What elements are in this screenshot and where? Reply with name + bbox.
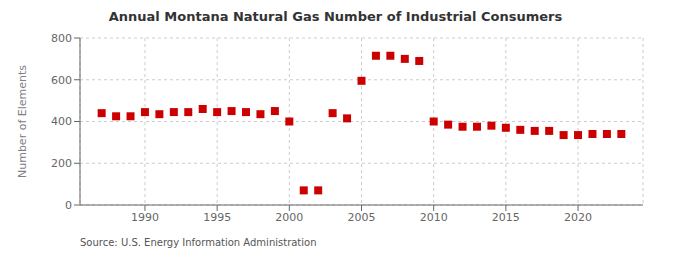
svg-text:2020: 2020 (564, 211, 592, 224)
svg-text:200: 200 (51, 157, 72, 170)
html-text:Source: U.S. Energy Informatio: Source: U.S. Energy Information Administ… (80, 237, 317, 248)
svg-text:2010: 2010 (420, 211, 448, 224)
svg-text:Number of Elements: Number of Elements (16, 65, 29, 178)
svg-text:800: 800 (51, 32, 72, 45)
svg-text:2015: 2015 (492, 211, 520, 224)
svg-text:0: 0 (65, 199, 72, 212)
svg-text:1990: 1990 (131, 211, 159, 224)
svg-text:2005: 2005 (348, 211, 376, 224)
svg-text:2000: 2000 (275, 211, 303, 224)
svg-text:600: 600 (51, 74, 72, 87)
svg-text:1995: 1995 (203, 211, 231, 224)
html-text:Annual Montana Natural Gas Num: Annual Montana Natural Gas Number of Ind… (108, 9, 563, 24)
svg-text:400: 400 (51, 115, 72, 128)
